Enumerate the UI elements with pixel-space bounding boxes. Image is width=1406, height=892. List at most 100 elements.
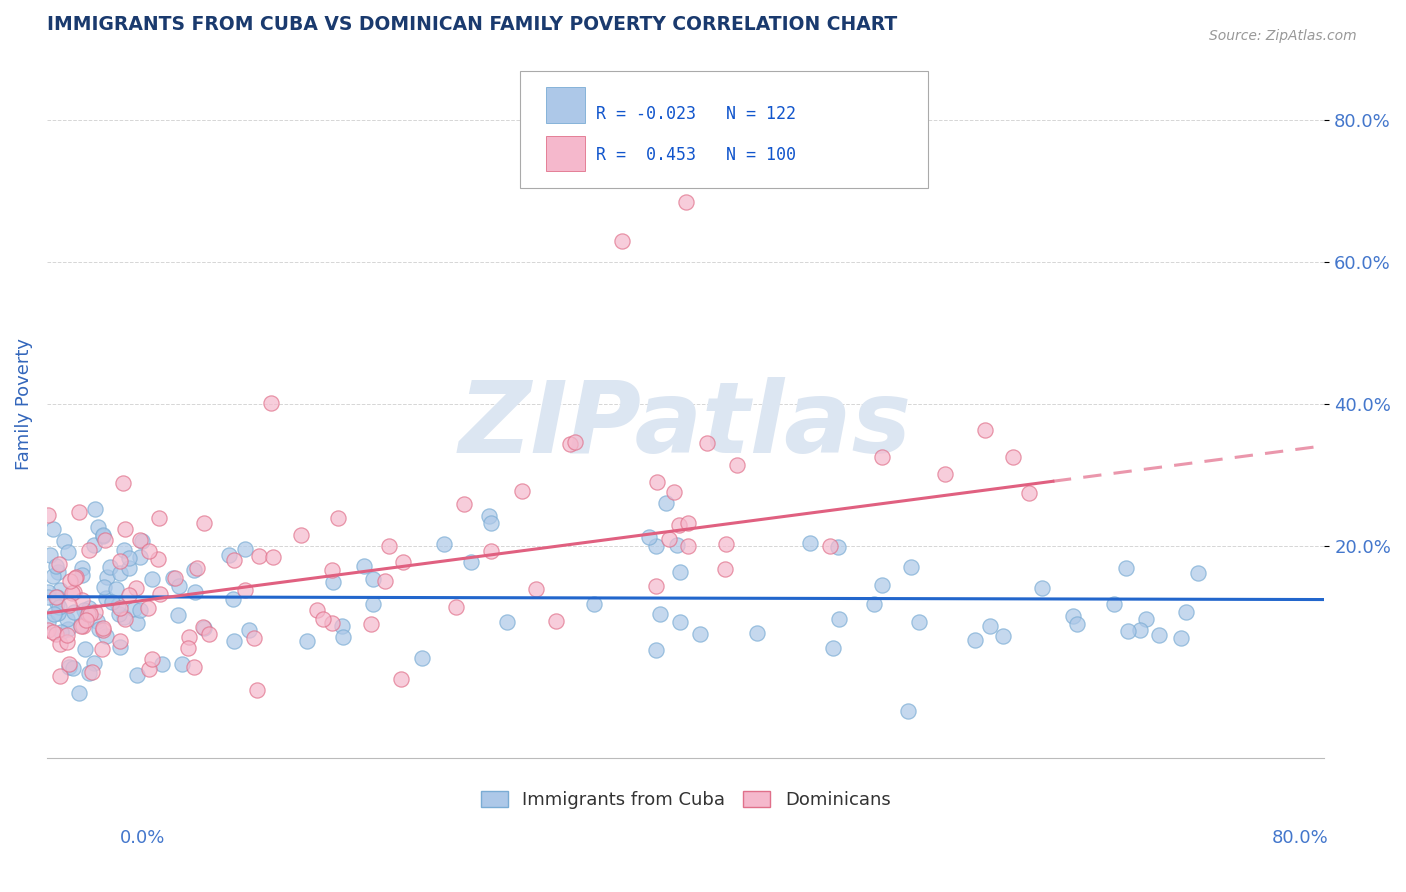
- Point: [678, 516, 700, 530]
- Point: [94, 629, 117, 643]
- Point: [900, 560, 922, 574]
- Point: [165, 570, 187, 584]
- Point: [125, 581, 148, 595]
- Point: [112, 610, 135, 624]
- Point: [510, 483, 533, 498]
- Point: [48, 558, 70, 572]
- Point: [63, 585, 86, 599]
- Point: [83, 538, 105, 552]
- Point: [295, 633, 318, 648]
- Point: [1031, 581, 1053, 595]
- Point: [478, 508, 501, 523]
- Point: [108, 633, 131, 648]
- Point: [908, 615, 931, 630]
- Point: [238, 624, 260, 638]
- Point: [162, 570, 184, 584]
- Point: [84, 605, 107, 619]
- Point: [172, 657, 194, 671]
- Point: [49, 669, 72, 683]
- Point: [1147, 628, 1170, 642]
- Point: [243, 631, 266, 645]
- Point: [934, 467, 956, 482]
- Point: [322, 575, 344, 590]
- Point: [668, 518, 690, 533]
- Point: [138, 544, 160, 558]
- Y-axis label: Family Poverty: Family Poverty: [15, 338, 32, 470]
- Point: [94, 533, 117, 548]
- Point: [44, 607, 66, 622]
- Point: [1175, 605, 1198, 619]
- Point: [46, 565, 69, 579]
- FancyBboxPatch shape: [520, 70, 928, 187]
- Point: [411, 650, 433, 665]
- Point: [118, 561, 141, 575]
- Point: [714, 562, 737, 576]
- Point: [648, 607, 671, 621]
- Point: [564, 434, 586, 449]
- Point: [745, 626, 768, 640]
- Point: [91, 624, 114, 638]
- Point: [46, 607, 69, 621]
- Text: 0.0%: 0.0%: [120, 829, 165, 847]
- Point: [104, 582, 127, 596]
- Point: [149, 587, 172, 601]
- Point: [37, 508, 59, 522]
- Point: [391, 554, 413, 568]
- Point: [328, 511, 350, 525]
- Point: [828, 612, 851, 626]
- Point: [42, 523, 65, 537]
- Point: [460, 555, 482, 569]
- Point: [610, 234, 633, 248]
- Point: [235, 542, 257, 557]
- Point: [246, 682, 269, 697]
- Point: [72, 619, 94, 633]
- Point: [67, 505, 90, 519]
- Point: [332, 630, 354, 644]
- Point: [321, 616, 343, 631]
- Point: [179, 630, 201, 644]
- Point: [118, 588, 141, 602]
- Point: [979, 619, 1001, 633]
- Point: [666, 538, 689, 552]
- Point: [41, 568, 63, 582]
- Point: [124, 601, 146, 615]
- Point: [77, 666, 100, 681]
- Text: 80.0%: 80.0%: [1272, 829, 1329, 847]
- Point: [222, 591, 245, 606]
- Point: [645, 539, 668, 553]
- Point: [37, 624, 59, 638]
- Point: [73, 641, 96, 656]
- Point: [38, 548, 60, 562]
- Point: [453, 497, 475, 511]
- Point: [330, 619, 353, 633]
- Point: [191, 620, 214, 634]
- Point: [638, 530, 661, 544]
- Point: [89, 622, 111, 636]
- Point: [662, 484, 685, 499]
- Point: [128, 603, 150, 617]
- Point: [312, 612, 335, 626]
- Point: [67, 685, 90, 699]
- Point: [75, 608, 97, 623]
- Point: [52, 533, 75, 548]
- Point: [262, 550, 284, 565]
- Point: [496, 615, 519, 629]
- Point: [222, 633, 245, 648]
- Text: Source: ZipAtlas.com: Source: ZipAtlas.com: [1209, 29, 1357, 43]
- Point: [305, 603, 328, 617]
- Point: [45, 559, 67, 574]
- Point: [247, 549, 270, 563]
- Point: [136, 600, 159, 615]
- Point: [56, 635, 79, 649]
- Point: [974, 423, 997, 437]
- Point: [524, 582, 547, 597]
- Point: [645, 642, 668, 657]
- Text: R =  0.453   N = 100: R = 0.453 N = 100: [596, 146, 796, 164]
- Point: [827, 540, 849, 554]
- Point: [479, 544, 502, 558]
- Point: [112, 475, 135, 490]
- Point: [177, 640, 200, 655]
- Point: [45, 627, 67, 641]
- Point: [897, 704, 920, 718]
- Point: [86, 614, 108, 628]
